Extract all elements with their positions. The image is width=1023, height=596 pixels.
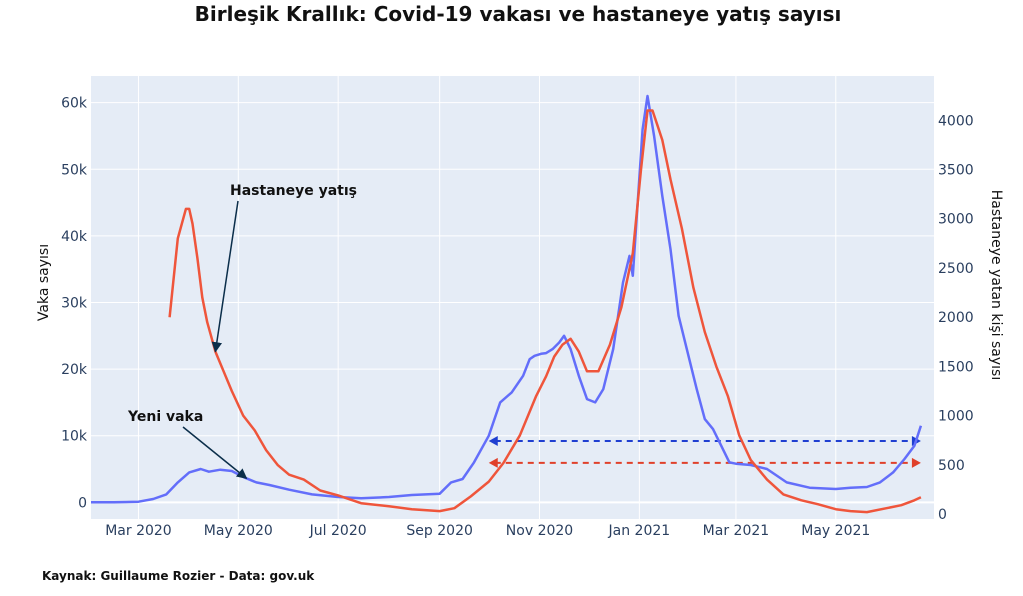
reference-lines bbox=[488, 436, 921, 468]
y2-tick-label: 2000 bbox=[938, 310, 974, 326]
arrowhead-left bbox=[488, 457, 498, 468]
y2-tick-label: 4000 bbox=[938, 113, 974, 129]
chart-title: Birleşik Krallık: Covid-19 vakası ve has… bbox=[195, 2, 842, 26]
x-tick-label: Sep 2020 bbox=[406, 523, 472, 539]
arrowhead-left bbox=[488, 436, 498, 447]
gridlines bbox=[91, 76, 934, 519]
y-tick-label: 10k bbox=[61, 429, 88, 445]
y2-tick-label: 1500 bbox=[938, 359, 974, 375]
annotation-arrow bbox=[211, 200, 239, 353]
x-tick-label: May 2021 bbox=[801, 523, 870, 539]
y2-tick-label: 2500 bbox=[938, 261, 974, 277]
annotations: Hastaneye yatış Yeni vaka bbox=[127, 183, 357, 480]
x-tick-label: Mar 2020 bbox=[105, 523, 172, 539]
y2-tick-label: 500 bbox=[938, 458, 965, 474]
annotation-arrow bbox=[182, 426, 248, 480]
y-tick-label: 30k bbox=[61, 295, 88, 311]
y2-tick-label: 3500 bbox=[938, 163, 974, 179]
x-tick-label: Jul 2020 bbox=[309, 523, 367, 539]
x-tick-label: Nov 2020 bbox=[506, 523, 573, 539]
x-tick-label: Mar 2021 bbox=[703, 523, 770, 539]
plot-area bbox=[91, 76, 934, 519]
y-tick-label: 40k bbox=[61, 229, 88, 245]
x-tick-label: May 2020 bbox=[204, 523, 273, 539]
annotation-label: Yeni vaka bbox=[127, 409, 203, 425]
x-tick-label: Jan 2021 bbox=[608, 523, 671, 539]
y-tick-label: 0 bbox=[78, 495, 87, 511]
y2-tick-label: 1000 bbox=[938, 409, 974, 425]
y-tick-label: 50k bbox=[61, 162, 88, 178]
series-line-hospitalizations bbox=[168, 109, 922, 514]
series-lines bbox=[91, 94, 923, 514]
y2-axis-label: Hastaneye yatan kişi sayısı bbox=[988, 190, 1004, 380]
y-axis-label: Vaka sayısı bbox=[36, 244, 52, 321]
annotation-label: Hastaneye yatış bbox=[230, 183, 357, 199]
y-tick-label: 20k bbox=[61, 362, 88, 378]
y2-tick-label: 0 bbox=[938, 507, 947, 523]
y-tick-label: 60k bbox=[61, 96, 88, 112]
arrowhead-right bbox=[911, 457, 921, 468]
axis-ticks: Mar 2020 May 2020 Jul 2020 Sep 2020 Nov 2020… bbox=[61, 96, 974, 539]
source-note: Kaynak: Guillaume Rozier - Data: gov.uk bbox=[42, 569, 315, 583]
y2-tick-label: 3000 bbox=[938, 212, 974, 228]
